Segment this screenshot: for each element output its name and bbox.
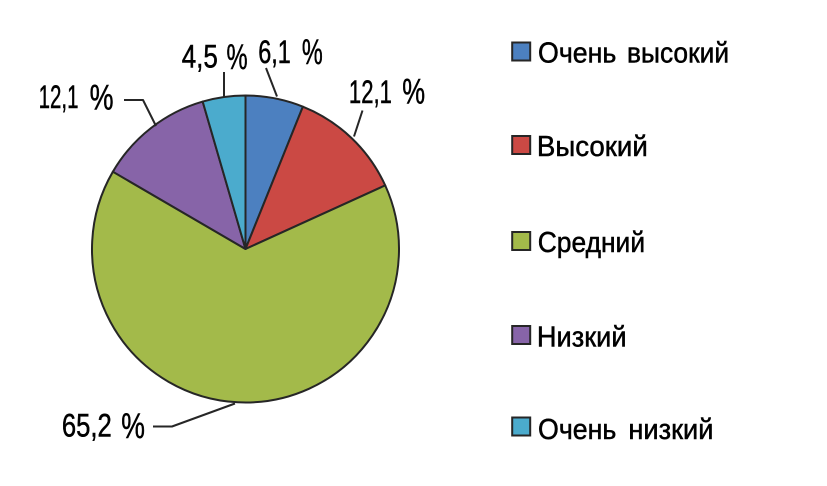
svg-text:%: % <box>121 406 145 446</box>
svg-text:4,5: 4,5 <box>182 40 218 75</box>
svg-text:12,1: 12,1 <box>349 74 392 110</box>
svg-text:высокий: высокий <box>627 37 729 69</box>
svg-text:Низкий: Низкий <box>537 321 627 353</box>
svg-text:%: % <box>90 78 114 117</box>
svg-text:6,1: 6,1 <box>258 35 291 70</box>
svg-text:65,2: 65,2 <box>62 409 112 444</box>
svg-text:%: % <box>402 72 425 112</box>
svg-text:%: % <box>227 38 248 77</box>
svg-text:12,1: 12,1 <box>39 79 79 115</box>
svg-text:Очень: Очень <box>538 37 616 69</box>
svg-text:низкий: низкий <box>628 413 713 445</box>
svg-text:Высокий: Высокий <box>537 131 648 162</box>
svg-text:Средний: Средний <box>538 226 645 258</box>
svg-text:Очень: Очень <box>538 413 616 445</box>
svg-text:%: % <box>302 33 323 72</box>
